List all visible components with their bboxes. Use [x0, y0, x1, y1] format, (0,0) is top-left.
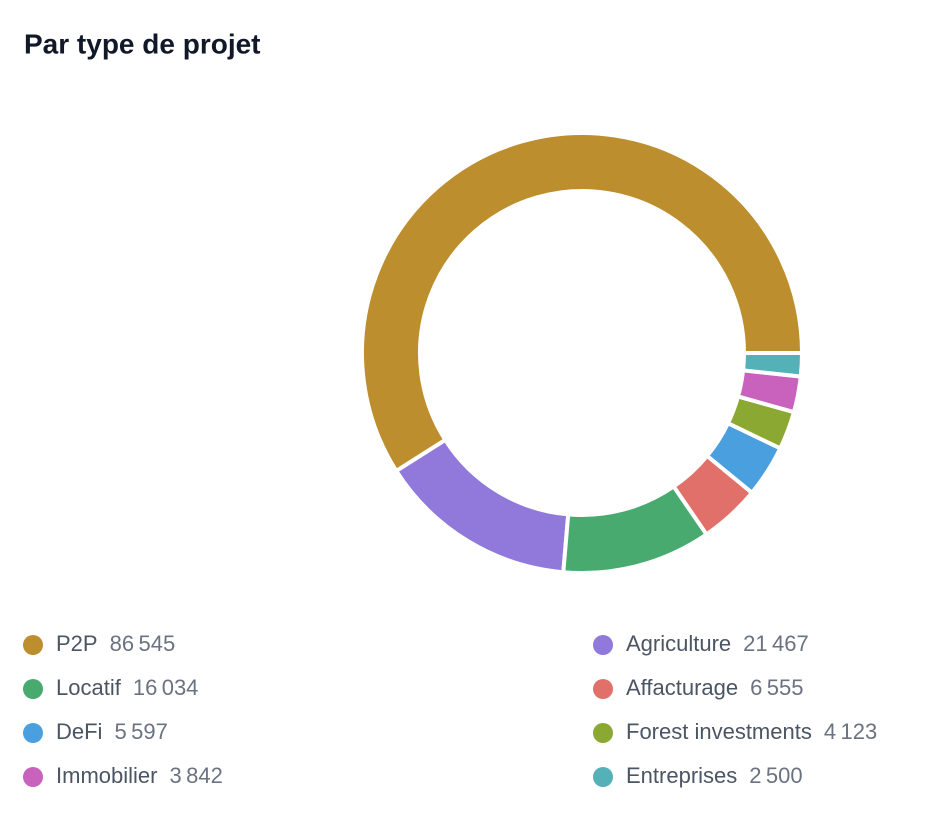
legend-value: 16 034 — [133, 675, 199, 700]
legend-name: Immobilier — [56, 763, 157, 788]
legend-label: DeFi 5 597 — [56, 719, 168, 744]
legend-value: 5 597 — [114, 719, 167, 744]
donut-slice — [740, 351, 805, 379]
legend-name: P2P — [56, 631, 98, 656]
legend-value: 21 467 — [743, 631, 809, 656]
legend-label: P2P 86 545 — [56, 631, 175, 656]
legend-swatch — [593, 767, 613, 787]
legend-name: DeFi — [56, 719, 102, 744]
legend-name: Affacturage — [626, 675, 738, 700]
chart-title: Par type de projet — [24, 28, 261, 59]
legend-name: Forest investments — [626, 719, 812, 744]
legend-swatch — [23, 679, 43, 699]
legend-swatch — [593, 679, 613, 699]
legend-value: 6 555 — [750, 675, 803, 700]
legend-label: Agriculture 21 467 — [626, 631, 809, 656]
legend-name: Agriculture — [626, 631, 731, 656]
legend-label: Forest investments 4 123 — [626, 719, 877, 744]
legend-value: 4 123 — [824, 719, 877, 744]
legend-swatch — [23, 635, 43, 655]
legend-label: Locatif 16 034 — [56, 675, 198, 700]
donut-slice — [393, 437, 571, 575]
legend-label: Immobilier 3 842 — [56, 763, 223, 788]
legend-name: Entreprises — [626, 763, 737, 788]
legend-swatch — [593, 723, 613, 743]
legend-swatch — [23, 723, 43, 743]
donut-slice — [360, 131, 805, 474]
legend-name: Locatif — [56, 675, 122, 700]
legend-value: 2 500 — [749, 763, 802, 788]
legend-label: Entreprises 2 500 — [626, 763, 803, 788]
legend-value: 3 842 — [169, 763, 222, 788]
legend-swatch — [23, 767, 43, 787]
legend-swatch — [593, 635, 613, 655]
legend-label: Affacturage 6 555 — [626, 675, 803, 700]
legend-value: 86 545 — [110, 631, 176, 656]
